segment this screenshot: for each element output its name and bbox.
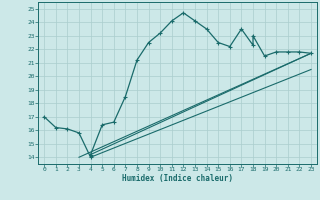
X-axis label: Humidex (Indice chaleur): Humidex (Indice chaleur) xyxy=(122,174,233,183)
